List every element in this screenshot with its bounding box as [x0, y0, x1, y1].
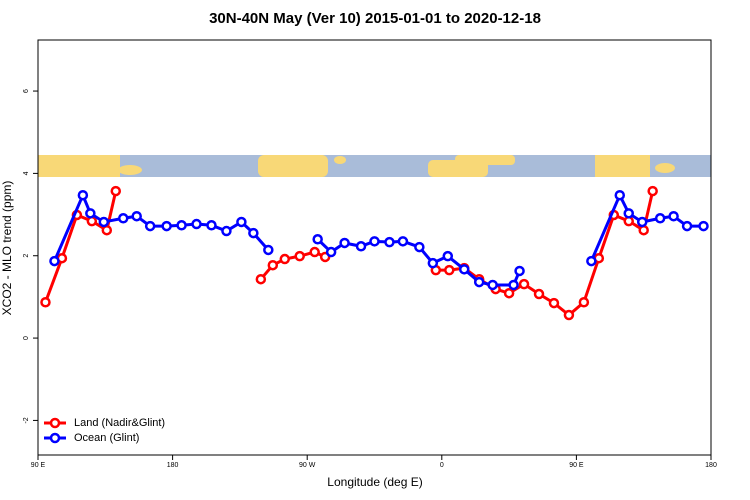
- data-point: [110, 185, 122, 197]
- legend: Land (Nadir&Glint) Ocean (Glint): [44, 417, 165, 444]
- y-tick-label: 6: [23, 89, 30, 93]
- y-tick-label: 2: [23, 254, 30, 258]
- data-point: [623, 208, 634, 219]
- data-point: [563, 309, 575, 321]
- data-point: [101, 224, 113, 236]
- data-point: [586, 255, 597, 267]
- data-point: [248, 227, 259, 239]
- data-point: [325, 246, 337, 258]
- data-point: [131, 210, 142, 222]
- data-point: [144, 220, 156, 232]
- x-tick-label: 0: [440, 462, 444, 469]
- data-point: [518, 278, 530, 290]
- legend-marker: [49, 432, 61, 444]
- x-tick-label: 90 E: [31, 462, 46, 469]
- data-point: [339, 237, 350, 249]
- data-point: [514, 265, 525, 277]
- map-strip: [38, 155, 711, 177]
- chart-title: 30N-40N May (Ver 10) 2015-01-01 to 2020-…: [209, 10, 541, 27]
- data-point: [458, 264, 470, 275]
- data-point: [548, 297, 560, 309]
- data-point: [309, 246, 320, 258]
- data-point: [636, 216, 648, 228]
- y-tick-label: 0: [23, 336, 30, 340]
- data-point: [161, 220, 172, 232]
- data-point: [647, 185, 658, 197]
- data-point: [98, 216, 110, 228]
- data-point: [255, 273, 267, 285]
- data-point: [85, 208, 96, 219]
- legend-label: Ocean (Glint): [74, 432, 139, 444]
- x-tick-label: 180: [705, 462, 717, 469]
- data-point: [267, 259, 279, 271]
- data-point: [191, 218, 202, 230]
- data-point: [40, 297, 51, 308]
- data-point: [444, 264, 455, 276]
- data-point: [221, 225, 232, 237]
- data-point: [414, 241, 425, 253]
- data-point: [77, 189, 89, 201]
- data-point: [698, 220, 709, 232]
- data-point: [117, 213, 129, 224]
- x-tick-label: 180: [167, 462, 179, 469]
- data-point: [355, 241, 367, 252]
- data-point: [294, 250, 305, 262]
- data-point: [49, 255, 60, 267]
- x-tick-label: 90 E: [569, 462, 584, 469]
- data-point: [369, 236, 380, 247]
- legend-label: Land (Nadir&Glint): [74, 417, 165, 429]
- data-point: [681, 220, 693, 232]
- data-point: [427, 257, 439, 269]
- data-point: [176, 220, 187, 231]
- data-point: [487, 279, 498, 291]
- legend-marker: [49, 417, 61, 429]
- plot-frame: [37, 39, 712, 456]
- data-point: [578, 297, 590, 308]
- data-point: [397, 236, 409, 247]
- data-point: [638, 224, 649, 236]
- data-point: [279, 253, 291, 265]
- series-line: [44, 190, 655, 317]
- data-point: [533, 288, 545, 300]
- data-point: [654, 213, 666, 224]
- y-axis-label: XCO2 - MLO trend (ppm): [0, 181, 14, 316]
- data-point: [236, 216, 247, 228]
- x-axis-label: Longitude (deg E): [327, 475, 422, 489]
- data-point: [508, 279, 519, 291]
- data-point: [384, 236, 395, 248]
- data-point: [473, 276, 485, 288]
- data-point: [206, 220, 217, 231]
- y-tick-label: 4: [23, 171, 30, 175]
- data-point: [263, 244, 274, 256]
- data-point: [668, 210, 679, 222]
- data-point: [312, 234, 323, 245]
- data-point: [442, 250, 454, 262]
- data-point: [614, 189, 626, 201]
- y-tick-label: -2: [23, 417, 30, 423]
- x-tick-label: 90 W: [299, 462, 316, 469]
- data-point: [503, 287, 515, 299]
